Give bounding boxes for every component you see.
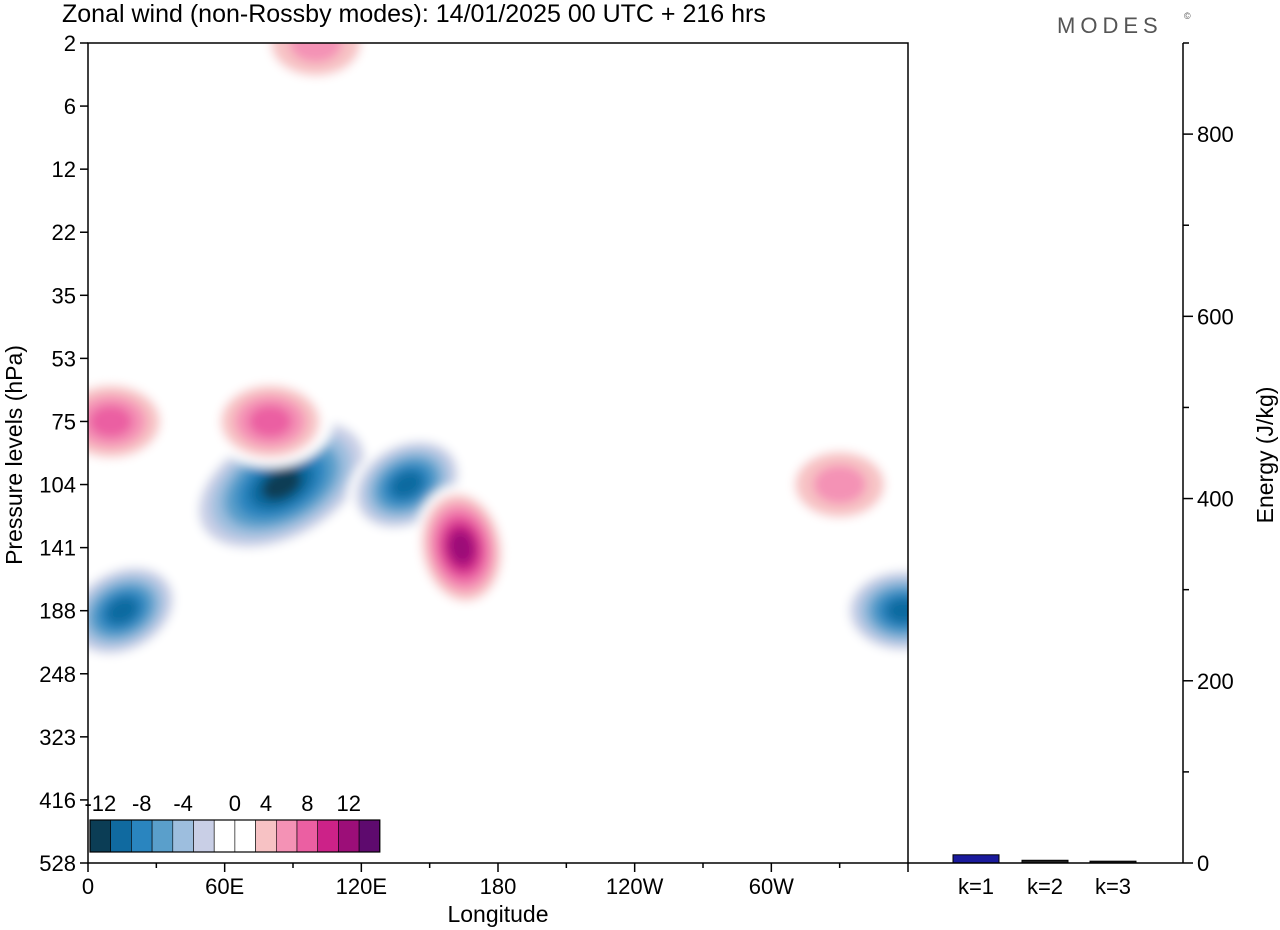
contour-level — [448, 530, 475, 565]
colorbar-label: 12 — [337, 791, 361, 816]
heatmap-contours — [88, 43, 908, 680]
contour-level — [89, 405, 133, 438]
contour-band — [623, 261, 897, 355]
y-tick-label: 12 — [52, 157, 76, 182]
colorbar-swatch — [255, 819, 277, 853]
colorbar-swatch — [89, 819, 112, 853]
energy-bar — [952, 854, 1000, 864]
contour-level — [390, 470, 424, 499]
energy-axis-label: Energy (J/kg) — [1252, 387, 1278, 524]
x-tick-label: 60W — [749, 874, 794, 899]
heatmap-panel: 2 6 12 22 35 53 75 104 141 188 248 323 416 528 0 60E 12… — [1, 31, 909, 927]
y-tick-label: 141 — [39, 536, 76, 561]
x-tick-label: 60E — [205, 874, 244, 899]
contour-level — [248, 405, 292, 438]
colorbar-swatch — [317, 819, 339, 853]
y-tick-label: 528 — [39, 851, 76, 876]
colorbar-swatch — [358, 819, 381, 853]
y-tick-label: 188 — [39, 599, 76, 624]
colorbar-swatch — [172, 819, 194, 853]
colorbar-swatch — [275, 819, 298, 853]
colorbar-swatch — [296, 819, 319, 853]
energy-panel: 0 200 400 600 800 k=1 k=2 k=3 Energy (J/kg) — [908, 42, 1278, 899]
colorbar-legend: -12 -8 -4 0 4 8 12 — [84, 791, 381, 853]
colorbar-swatch — [213, 819, 236, 853]
y-tick-label: 416 — [39, 788, 76, 813]
x-axis-label: Longitude — [447, 901, 548, 927]
energy-x-axis: k=1 k=2 k=3 — [958, 874, 1131, 899]
y-tick-label: 248 — [39, 662, 76, 687]
energy-tick-label: 400 — [1197, 487, 1234, 512]
x-tick-label: 120W — [606, 874, 664, 899]
energy-bar-label: k=1 — [958, 874, 994, 899]
y-tick-label: 2 — [64, 31, 76, 56]
contour-level — [105, 596, 139, 625]
energy-bar-label: k=3 — [1095, 874, 1131, 899]
contour-band — [179, 106, 430, 233]
logo-mark: © — [1184, 11, 1191, 21]
energy-bar-label: k=2 — [1027, 874, 1063, 899]
colorbar-label: 4 — [260, 791, 272, 816]
contour-level — [289, 43, 343, 63]
y-tick-label: 22 — [52, 220, 76, 245]
colorbar-label: -4 — [173, 791, 193, 816]
energy-y-axis: 0 200 400 600 800 — [1183, 42, 1234, 876]
colorbar-swatch — [151, 819, 174, 853]
y-tick-label: 323 — [39, 725, 76, 750]
colorbar-swatch — [131, 819, 153, 853]
x-tick-label: 0 — [82, 874, 94, 899]
energy-tick-label: 200 — [1197, 669, 1234, 694]
energy-tick-label: 0 — [1197, 851, 1209, 876]
contour-level — [813, 465, 867, 504]
pressure-axis: 2 6 12 22 35 53 75 104 141 188 248 323 416 528 — [39, 31, 88, 876]
energy-tick-label: 800 — [1197, 122, 1234, 147]
x-tick-label: 120E — [336, 874, 387, 899]
longitude-axis: 0 60E 120E 180 120W 60W — [82, 863, 909, 899]
y-tick-label: 6 — [64, 94, 76, 119]
energy-tick-label: 600 — [1197, 304, 1234, 329]
colorbar-swatch — [338, 819, 360, 853]
colorbar-label: -8 — [132, 791, 152, 816]
y-tick-label: 104 — [39, 473, 76, 498]
y-tick-label: 53 — [52, 346, 76, 371]
modes-logo: MODES — [1057, 13, 1163, 38]
colorbar-swatch — [234, 819, 256, 853]
energy-bars — [952, 854, 1137, 864]
y-tick-label: 75 — [52, 409, 76, 434]
y-axis-label: Pressure levels (hPa) — [1, 345, 27, 565]
chart-title: Zonal wind (non-Rossby modes): 14/01/202… — [62, 0, 766, 28]
y-tick-label: 35 — [52, 283, 76, 308]
contour-band — [680, 618, 840, 666]
colorbar-swatch — [193, 819, 215, 853]
colorbar-label: 0 — [229, 791, 241, 816]
contour-level — [886, 598, 908, 624]
contour-band — [771, 43, 908, 195]
colorbar-label: -12 — [84, 791, 116, 816]
x-tick-label: 180 — [480, 874, 517, 899]
colorbar-label: 8 — [301, 791, 313, 816]
colorbar-swatch — [110, 819, 132, 853]
contour-level — [261, 468, 302, 501]
